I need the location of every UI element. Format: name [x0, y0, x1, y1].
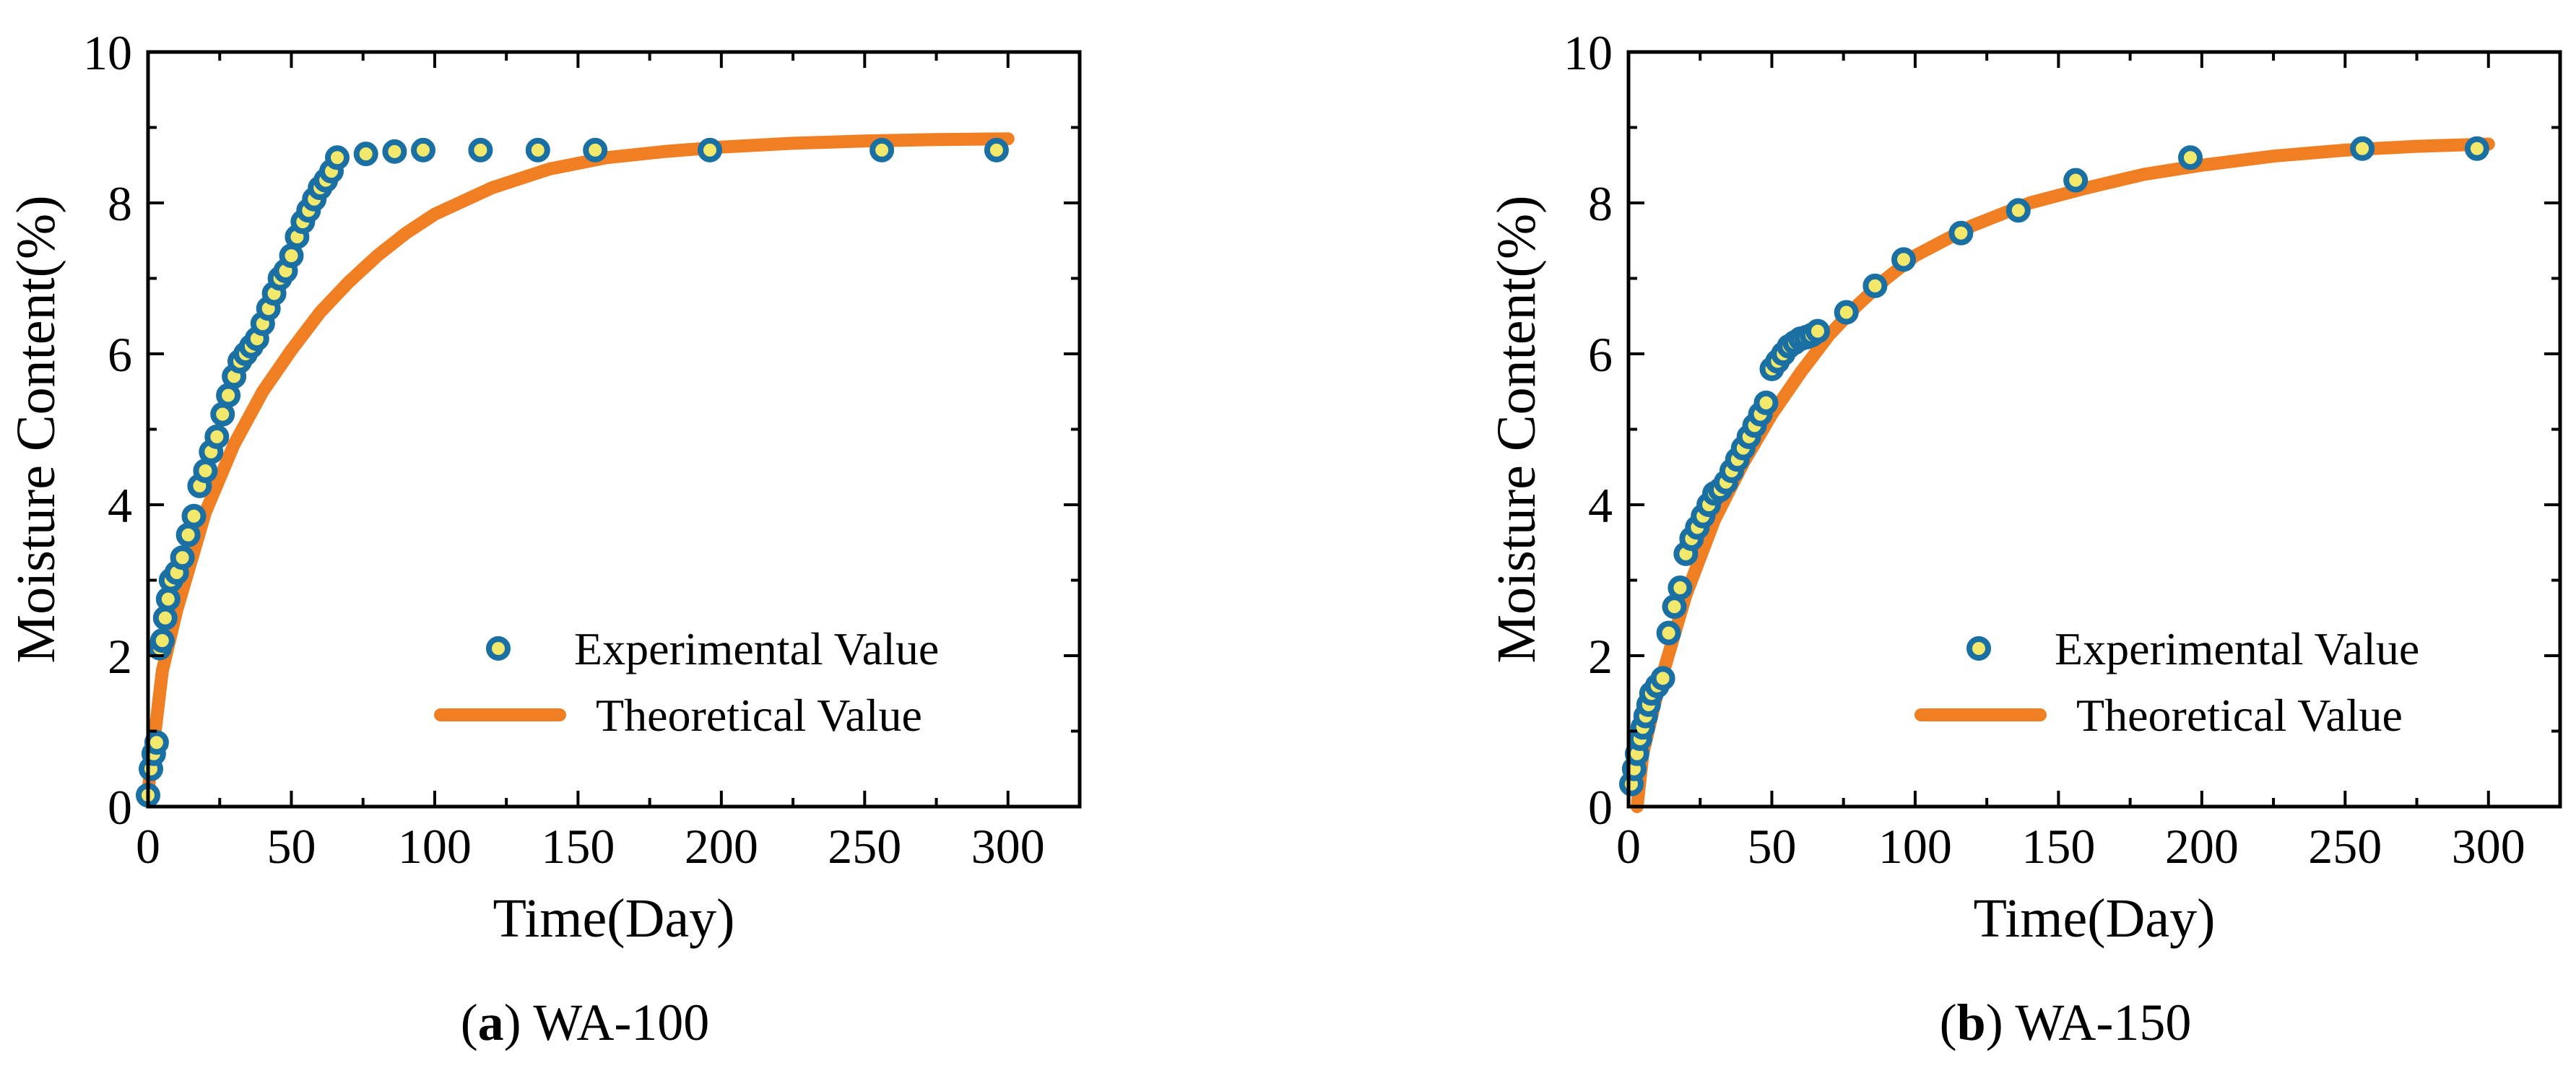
panel-a-experimental-point — [468, 137, 493, 162]
panel-b-x-tick-label: 50 — [1747, 819, 1796, 874]
panel-b-x-tick-label: 200 — [2165, 819, 2239, 874]
panel-a-experimental-point — [204, 424, 230, 449]
panel-a-x-tick-label: 50 — [266, 819, 316, 874]
panel-b-y-axis-title: Moisture Content(%) — [1486, 195, 1547, 663]
panel-a-x-axis-title: Time(Day) — [493, 888, 735, 949]
panel-a-experimental-point — [382, 139, 407, 164]
panel-a-x-tick-label: 150 — [541, 819, 615, 874]
panel-a-theoretical-line — [142, 132, 1015, 799]
panel-a-legend-marker-experimental — [486, 636, 511, 661]
panel-a-y-axis-title: Moisture Content(%) — [6, 195, 66, 663]
panel-a-experimental-point — [325, 145, 350, 170]
panel-a-x-tick-label: 200 — [685, 819, 758, 874]
panel-a-experimental-point — [525, 137, 550, 162]
panel-a-legend-label-theoretical: Theoretical Value — [596, 690, 922, 741]
panel-b-legend-marker-experimental — [1966, 636, 1991, 661]
panel-a-x-tick-label: 100 — [398, 819, 472, 874]
panel-b-experimental-point — [1668, 576, 1693, 600]
panel-a-y-tick-label: 8 — [108, 176, 132, 231]
panel-a-experimental-point — [216, 383, 241, 408]
panel-b-legend-label-experimental: Experimental Value — [2055, 623, 2419, 674]
panel-a-y-tick-label: 0 — [108, 780, 132, 835]
panel-a-y-tick-label: 2 — [108, 629, 132, 684]
panel-a-experimental-point — [210, 401, 235, 427]
panel-b-legend: Experimental Value Theoretical Value — [1914, 623, 2419, 741]
panel-b-experimental-point — [1862, 273, 1888, 298]
panel-a-experimental-point — [144, 730, 169, 755]
panel-b-y-tick-label: 8 — [1588, 176, 1613, 231]
panel-a-y-tick-label: 10 — [83, 25, 132, 80]
panel-a-experimental-point — [984, 137, 1009, 162]
panel-a-experimental-point — [583, 137, 608, 162]
panel-a-experimental-point — [175, 522, 201, 547]
panel-b-series — [1619, 136, 2495, 813]
panel-b-caption-text: WA-150 — [2003, 994, 2192, 1051]
panel-a-experimental-point — [869, 137, 895, 162]
panel-b-experimental-point — [2063, 168, 2089, 193]
panel-a-experimental-point — [279, 243, 304, 269]
panel-b-experimental-point — [1834, 300, 1859, 325]
panel-a-x-tick-label: 250 — [828, 819, 901, 874]
panel-b-y-tick-label: 2 — [1588, 629, 1613, 684]
panel-b-experimental-point — [1656, 620, 1681, 646]
panel-a-experimental-point — [353, 142, 378, 167]
panel-b-caption-letter: b — [1957, 994, 1986, 1051]
panel-a-experimental-point — [155, 586, 181, 612]
panel-a-experimental-point — [181, 503, 207, 529]
panel-a-caption-letter: a — [478, 994, 504, 1051]
panel-b-experimental-point — [2178, 145, 2203, 170]
panel-a-y-tick-label: 6 — [108, 327, 132, 382]
panel-a-experimental-point — [698, 137, 722, 162]
panel-b-y-tick-label: 6 — [1588, 327, 1613, 382]
panel-b: 0 50 100 150 200 250 300 0 2 4 6 8 10 Time(Day) Mois… — [1486, 25, 2562, 1051]
panel-b-y-tick-label: 10 — [1564, 25, 1613, 80]
panel-b-experimental-point — [1662, 594, 1687, 620]
panel-b-caption: (b) WA-150 — [1940, 994, 2192, 1051]
panel-b-experimental-point — [1948, 220, 1974, 246]
panel-a-experimental-point — [411, 137, 435, 162]
panel-b-theoretical-line — [1630, 137, 2495, 813]
panel-a-legend: Experimental Value Theoretical Value — [434, 623, 939, 741]
panel-b-x-tick-label: 100 — [1878, 819, 1952, 874]
panel-b-experimental-point — [1753, 390, 1779, 415]
panel-b-legend-label-theoretical: Theoretical Value — [2076, 690, 2403, 741]
panel-a-series — [136, 132, 1015, 808]
panel-b-x-tick-label: 300 — [2452, 819, 2525, 874]
panel-a-experimental-point — [193, 459, 218, 483]
panel-a-experimental-point — [170, 545, 195, 570]
panel-a-experimental-point — [152, 605, 178, 630]
panel-b-ticks: 0 50 100 150 200 250 300 0 2 4 6 8 10 — [1564, 25, 2560, 874]
panel-a-x-tick-label: 300 — [971, 819, 1045, 874]
panel-b-y-tick-label: 0 — [1588, 780, 1613, 835]
panel-b-experimental-point — [1650, 666, 1675, 691]
panel-a-ticks: 0 50 100 150 200 250 300 0 2 4 6 8 10 — [83, 25, 1080, 874]
panel-b-x-axis-title: Time(Day) — [1974, 888, 2216, 949]
panel-a-experimental-point — [149, 628, 175, 654]
panel-b-y-tick-label: 4 — [1588, 478, 1613, 533]
panel-b-x-tick-label: 150 — [2021, 819, 2095, 874]
panel-b-x-tick-label: 250 — [2308, 819, 2382, 874]
panel-b-experimental-point — [2464, 136, 2489, 161]
panel-a-y-tick-label: 4 — [108, 478, 132, 533]
panel-a-x-tick-label: 0 — [136, 819, 160, 874]
panel-b-x-tick-label: 0 — [1616, 819, 1641, 874]
panel-b-experimental-point — [1805, 318, 1830, 344]
panel-a-caption-text: WA-100 — [521, 994, 710, 1051]
panel-b-experimental-point — [1891, 247, 1916, 272]
panel-b-experimental-point — [2350, 136, 2375, 161]
panel-b-experimental-point — [2005, 198, 2031, 223]
panel-a-legend-label-experimental: Experimental Value — [574, 623, 939, 674]
panel-a-caption: (a) WA-100 — [461, 994, 710, 1051]
panel-a: 0 50 100 150 200 250 300 0 2 4 6 8 10 Time(Day) Mois… — [6, 25, 1082, 1051]
